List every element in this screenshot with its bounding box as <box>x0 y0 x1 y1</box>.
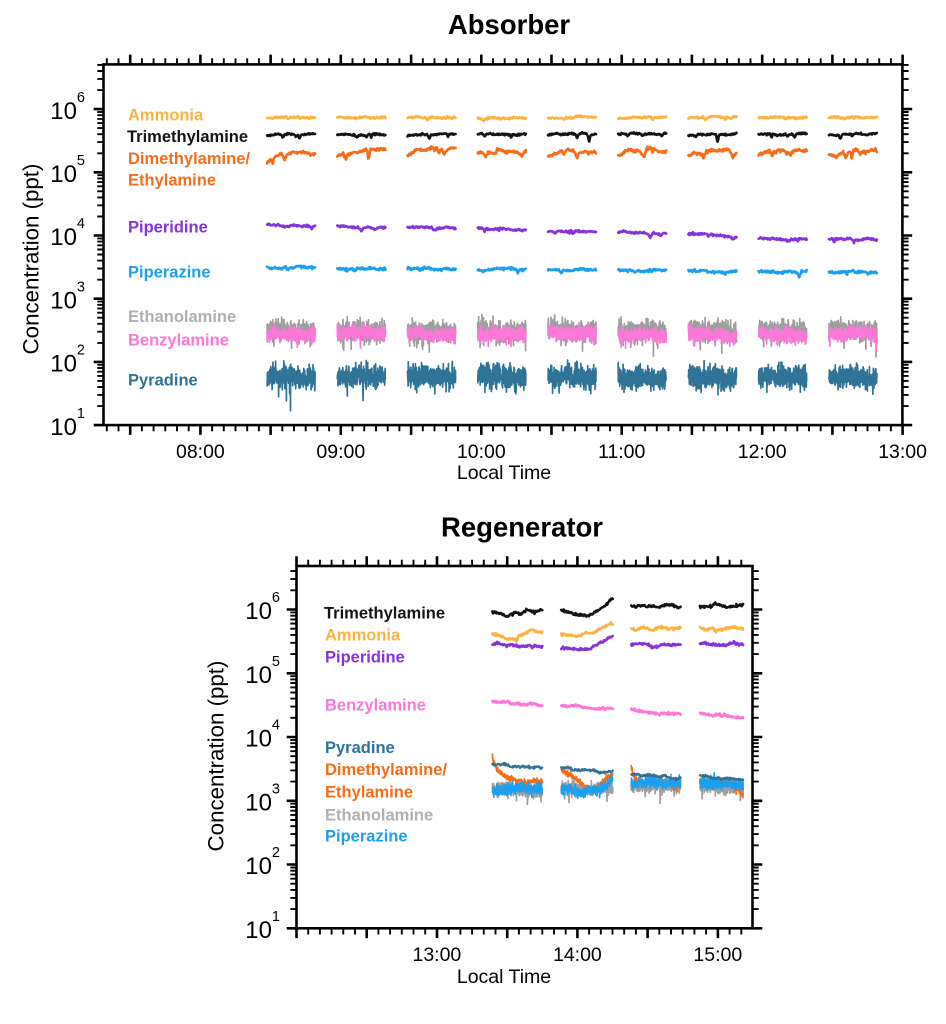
svg-text:Piperazine: Piperazine <box>325 827 408 845</box>
svg-text:Ethanolamine: Ethanolamine <box>128 308 236 326</box>
svg-text:Ethylamine: Ethylamine <box>325 784 413 802</box>
svg-text:Local Time: Local Time <box>457 462 551 484</box>
svg-text:Piperazine: Piperazine <box>128 263 211 281</box>
svg-text:13:00: 13:00 <box>878 441 927 463</box>
svg-text:Benzylamine: Benzylamine <box>325 696 426 714</box>
svg-text:Trimethylamine: Trimethylamine <box>127 128 248 146</box>
svg-text:Ammonia: Ammonia <box>325 627 401 645</box>
svg-text:Ethylamine: Ethylamine <box>128 171 216 189</box>
svg-text:10:00: 10:00 <box>457 441 506 463</box>
svg-text:11:00: 11:00 <box>598 441 646 463</box>
svg-text:Benzylamine: Benzylamine <box>128 331 229 349</box>
svg-text:Pyradine: Pyradine <box>128 371 198 389</box>
svg-text:Dimethylamine/: Dimethylamine/ <box>128 150 250 168</box>
svg-text:Concentration (ppt): Concentration (ppt) <box>204 661 229 852</box>
svg-text:Dimethylamine/: Dimethylamine/ <box>325 761 447 779</box>
svg-text:08:00: 08:00 <box>176 441 225 463</box>
svg-text:Local Time: Local Time <box>457 966 551 988</box>
svg-text:12:00: 12:00 <box>738 441 787 463</box>
svg-text:Piperidine: Piperidine <box>128 218 208 236</box>
svg-text:Piperidine: Piperidine <box>325 649 405 667</box>
svg-text:13:00: 13:00 <box>412 944 461 966</box>
svg-text:14:00: 14:00 <box>553 944 602 966</box>
svg-text:Trimethylamine: Trimethylamine <box>324 605 445 623</box>
svg-text:09:00: 09:00 <box>316 441 365 463</box>
svg-text:Ethanolamine: Ethanolamine <box>325 806 433 824</box>
svg-text:Pyradine: Pyradine <box>325 739 395 757</box>
svg-text:Regenerator: Regenerator <box>441 512 603 543</box>
svg-text:15:00: 15:00 <box>693 944 742 966</box>
svg-text:Ammonia: Ammonia <box>128 107 204 125</box>
svg-text:Absorber: Absorber <box>448 9 571 40</box>
svg-text:Concentration (ppt): Concentration (ppt) <box>19 164 44 355</box>
